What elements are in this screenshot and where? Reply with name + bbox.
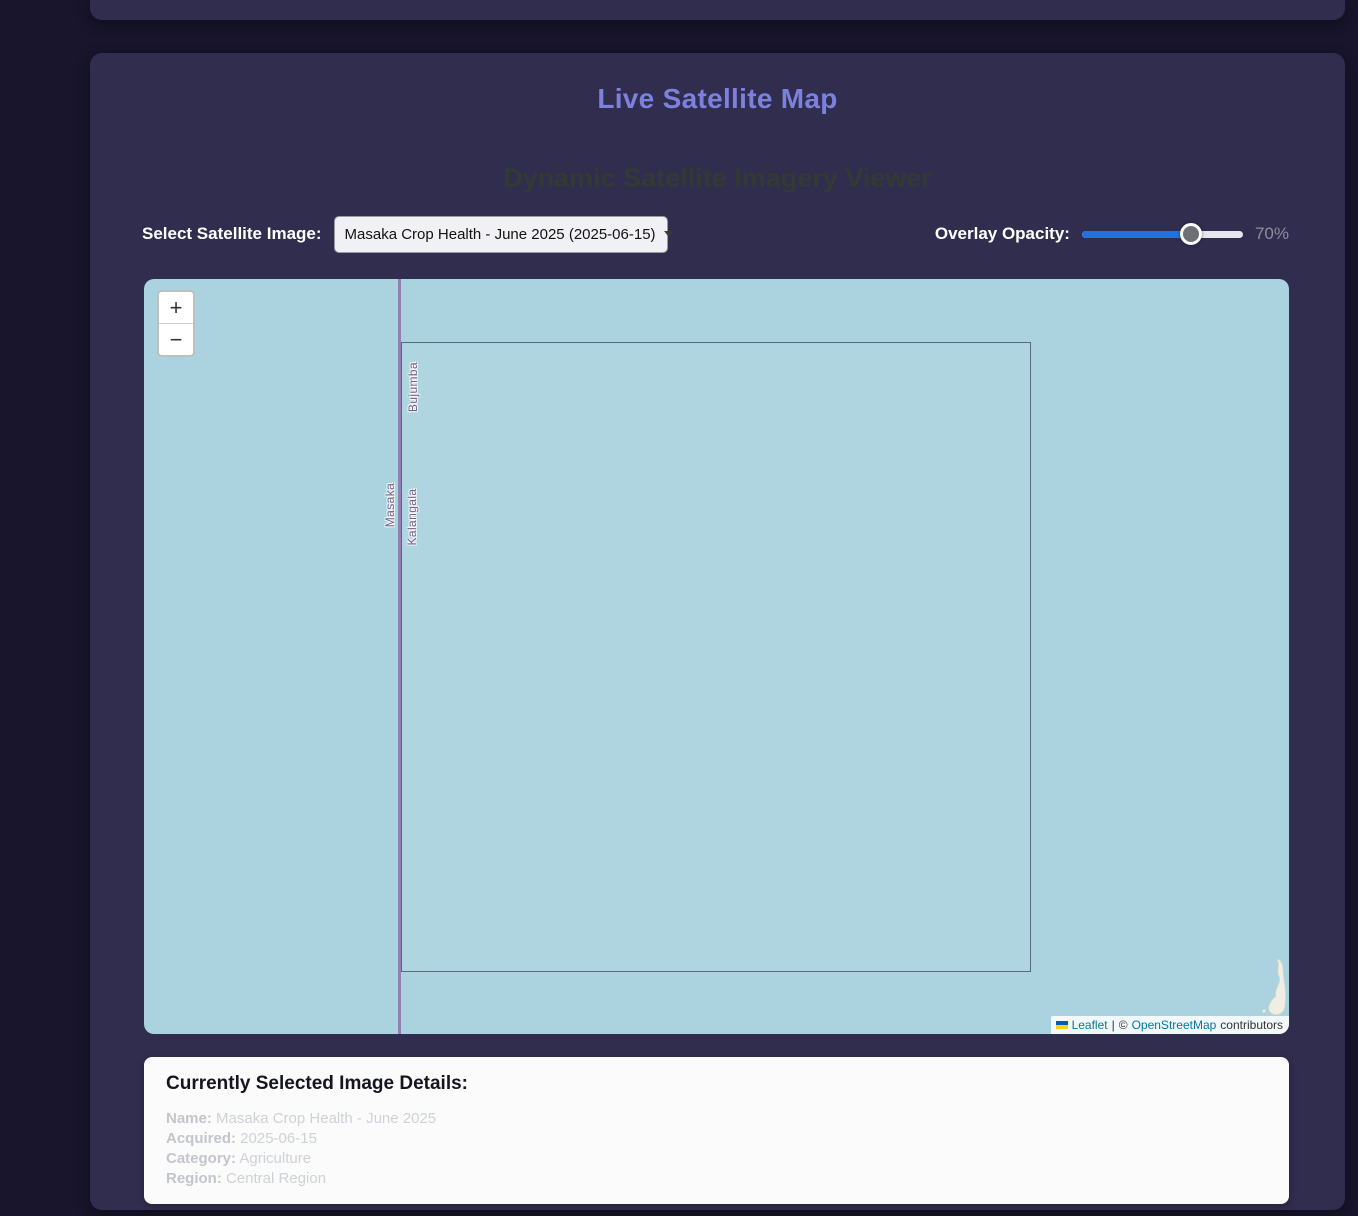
map-label-masaka: Masaka (383, 482, 397, 528)
overlay-opacity-label: Overlay Opacity: (934, 224, 1070, 243)
detail-region-row: Region: Central Region (166, 1169, 1267, 1189)
opacity-group: Overlay Opacity: 70% (934, 223, 1289, 245)
admin-boundary-line (398, 279, 401, 1034)
contributors-text: contributors (1220, 1018, 1283, 1032)
attribution-divider: | (1111, 1018, 1115, 1032)
attribution-bar: Leaflet | © OpenStreetMap contributors (1050, 1016, 1289, 1034)
map-label-kalangala: Kalangala (405, 488, 419, 546)
ukraine-flag-icon (1055, 1021, 1068, 1029)
controls-row: Select Satellite Image: Masaka Crop Heal… (142, 215, 1289, 253)
map-label-bujumba: Bujumba (406, 361, 420, 413)
page-title: Live Satellite Map (597, 83, 838, 114)
slider-fill (1081, 231, 1192, 238)
leaflet-link[interactable]: Leaflet (1071, 1018, 1108, 1032)
zoom-out-button[interactable]: − (159, 324, 193, 355)
detail-category-value: Agriculture (239, 1150, 312, 1167)
detail-name-row: Name: Masaka Crop Health - June 2025 (166, 1109, 1267, 1129)
detail-name-value: Masaka Crop Health - June 2025 (216, 1110, 437, 1127)
opacity-slider[interactable] (1081, 223, 1243, 245)
chevron-down-icon (663, 231, 674, 237)
island-polygon (1262, 959, 1286, 1015)
detail-acquired-row: Acquired: 2025-06-15 (166, 1129, 1267, 1149)
viewer-subtitle: Dynamic Satellite Imagery Viewer (503, 163, 932, 193)
detail-name-label: Name: (166, 1110, 212, 1127)
slider-thumb[interactable] (1180, 223, 1203, 245)
copyright-symbol: © (1118, 1018, 1128, 1032)
image-select-group: Select Satellite Image: Masaka Crop Heal… (142, 215, 674, 253)
image-overlay-bounds (401, 342, 1031, 972)
satellite-viewer-card: Live Satellite Map Dynamic Satellite Ima… (90, 53, 1345, 1210)
detail-acquired-label: Acquired: (166, 1130, 237, 1147)
detail-region-value: Central Region (226, 1170, 327, 1187)
opacity-value: 70% (1254, 224, 1289, 243)
leaflet-map[interactable]: Bujumba Masaka Kalangala + − Leaflet | ©… (144, 279, 1289, 1034)
detail-region-label: Region: (166, 1170, 222, 1187)
zoom-control: + − (157, 290, 195, 357)
selected-image-option: Masaka Crop Health - June 2025 (2025-06-… (344, 225, 656, 243)
openstreetmap-link[interactable]: OpenStreetMap (1131, 1018, 1217, 1032)
detail-category-label: Category: (166, 1150, 237, 1167)
previous-card-bottom-edge (90, 0, 1345, 20)
zoom-in-button[interactable]: + (159, 292, 193, 324)
satellite-image-select[interactable]: Masaka Crop Health - June 2025 (2025-06-… (333, 215, 674, 253)
detail-category-row: Category: Agriculture (166, 1149, 1267, 1169)
detail-acquired-value: 2025-06-15 (240, 1130, 317, 1147)
image-details-card: Currently Selected Image Details: Name: … (144, 1057, 1289, 1204)
select-image-label: Select Satellite Image: (142, 224, 322, 243)
details-heading: Currently Selected Image Details: (166, 1073, 468, 1094)
